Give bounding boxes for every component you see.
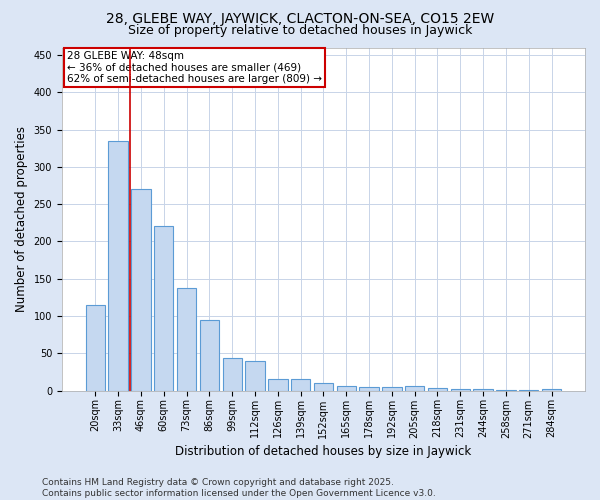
Bar — [428, 388, 447, 390]
Bar — [291, 378, 310, 390]
Bar — [245, 360, 265, 390]
Bar — [405, 386, 424, 390]
X-axis label: Distribution of detached houses by size in Jaywick: Distribution of detached houses by size … — [175, 444, 472, 458]
Text: Size of property relative to detached houses in Jaywick: Size of property relative to detached ho… — [128, 24, 472, 37]
Text: 28 GLEBE WAY: 48sqm
← 36% of detached houses are smaller (469)
62% of semi-detac: 28 GLEBE WAY: 48sqm ← 36% of detached ho… — [67, 51, 322, 84]
Bar — [131, 189, 151, 390]
Bar — [223, 358, 242, 390]
Text: Contains HM Land Registry data © Crown copyright and database right 2025.
Contai: Contains HM Land Registry data © Crown c… — [42, 478, 436, 498]
Bar — [154, 226, 173, 390]
Bar — [109, 140, 128, 390]
Bar — [200, 320, 219, 390]
Bar — [314, 383, 333, 390]
Bar — [359, 387, 379, 390]
Bar — [268, 378, 287, 390]
Y-axis label: Number of detached properties: Number of detached properties — [15, 126, 28, 312]
Bar — [177, 288, 196, 391]
Text: 28, GLEBE WAY, JAYWICK, CLACTON-ON-SEA, CO15 2EW: 28, GLEBE WAY, JAYWICK, CLACTON-ON-SEA, … — [106, 12, 494, 26]
Bar — [542, 389, 561, 390]
Bar — [337, 386, 356, 390]
Bar — [473, 389, 493, 390]
Bar — [382, 387, 401, 390]
Bar — [451, 389, 470, 390]
Bar — [86, 305, 105, 390]
